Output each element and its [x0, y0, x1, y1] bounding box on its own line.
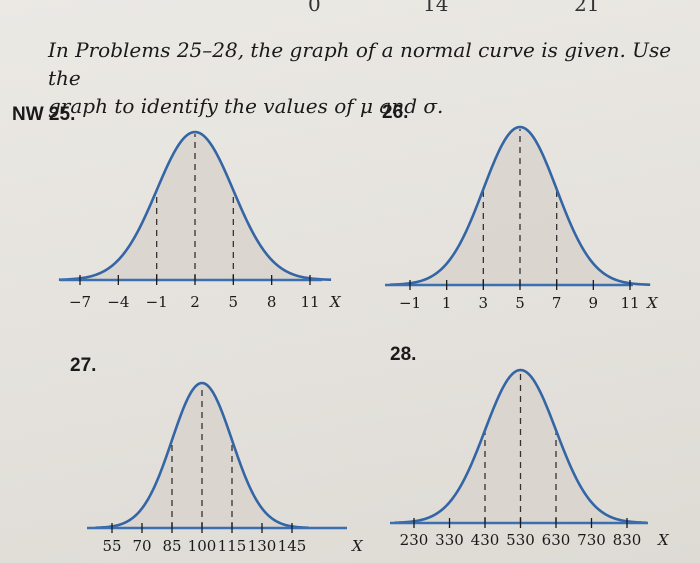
instructions-line-1: In Problems 25–28, the graph of a normal…: [48, 38, 672, 90]
curve-area-fill: [394, 370, 647, 523]
x-tick-label: 630: [542, 531, 571, 549]
x-tick-label: −7: [69, 293, 91, 311]
x-tick-label: 145: [278, 537, 307, 555]
x-tick-label: 5: [229, 293, 239, 311]
problem-label-26: 26.: [382, 102, 409, 123]
x-tick-label: 3: [479, 294, 489, 312]
normal-curve-graph-26: −1 1 3 5 7 9 11 X: [385, 125, 659, 312]
x-tick-label: 115: [218, 537, 247, 555]
instructions-line-2: graph to identify the values of μ and σ.: [48, 94, 444, 118]
x-tick-label: 2: [190, 293, 200, 311]
x-tick-label: 530: [506, 531, 535, 549]
normal-curve: [58, 130, 332, 282]
x-tick-label: 730: [577, 531, 606, 549]
normal-curve: [394, 368, 647, 525]
x-tick-label: 85: [162, 537, 181, 555]
x-tick-label: 130: [248, 537, 277, 555]
x-tick-label: 230: [400, 531, 429, 549]
problem-label-28: 28.: [390, 344, 417, 365]
x-axis-variable-label: X: [646, 294, 659, 312]
problem-instructions: In Problems 25–28, the graph of a normal…: [48, 36, 688, 120]
x-tick-label: 100: [188, 537, 217, 555]
x-tick-label: 9: [589, 294, 599, 312]
x-tick-label: 11: [620, 294, 639, 312]
problem-label-27: 27.: [70, 355, 97, 376]
x-tick-label: 55: [102, 537, 121, 555]
x-tick-label: 830: [613, 531, 642, 549]
x-tick-label: −4: [107, 293, 129, 311]
normal-curve-graph-25: −7 −4 −1 2 5 8 11 X: [58, 130, 342, 311]
x-tick-label: 430: [471, 531, 500, 549]
normal-curve: [95, 381, 309, 530]
problem-label-25: NW 25.: [12, 104, 76, 125]
x-tick-label: 7: [552, 294, 562, 312]
x-tick-label: 1: [442, 294, 452, 312]
header-fragment: 0: [308, 0, 321, 16]
x-axis-variable-label: X: [329, 293, 342, 311]
x-tick-label: 5: [515, 294, 525, 312]
normal-curve: [389, 125, 651, 287]
x-tick-label: 330: [435, 531, 464, 549]
header-fragment: 21: [574, 0, 600, 16]
x-tick-label: 8: [267, 293, 277, 311]
curve-area-fill: [95, 383, 309, 528]
x-tick-label: 70: [132, 537, 151, 555]
curve-area-fill: [58, 132, 332, 280]
x-tick-label: −1: [146, 293, 168, 311]
header-fragment: 14: [423, 0, 449, 16]
x-axis-variable-label: X: [351, 537, 364, 555]
x-axis-variable-label: X: [657, 531, 670, 549]
normal-curve-graph-27: 55 70 85 100 115 130 145 X: [87, 381, 364, 555]
normal-curve-graph-28: 230 330 430 530 630 730 830 X: [390, 368, 670, 549]
x-tick-label: −1: [399, 294, 421, 312]
x-tick-label: 11: [300, 293, 319, 311]
